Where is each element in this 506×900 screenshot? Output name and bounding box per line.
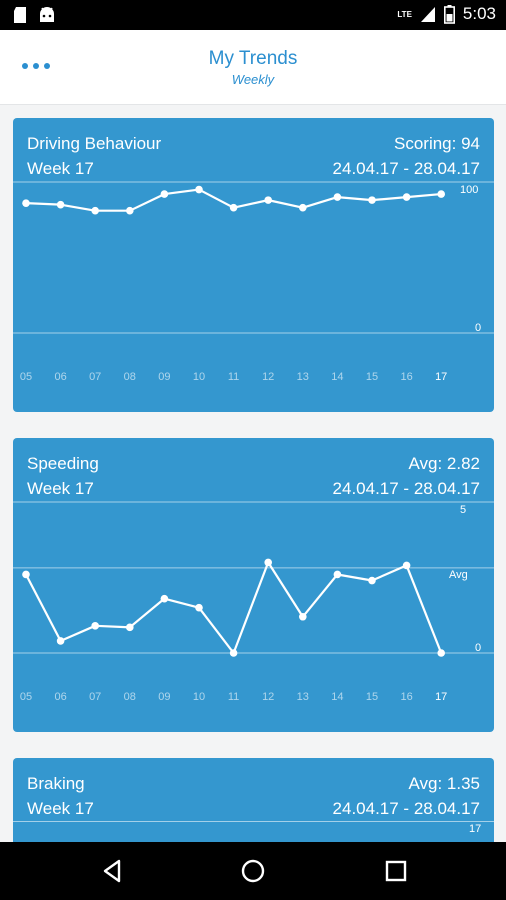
card-title: Driving Behaviour (27, 134, 162, 153)
x-axis-tick-label: 08 (124, 691, 136, 703)
data-point (402, 193, 411, 201)
card-week: Week 17 (27, 159, 94, 178)
data-point (229, 203, 238, 212)
x-axis-tick-label: 12 (262, 371, 274, 383)
y-axis-tick-label: 5 (460, 504, 466, 516)
status-bar: LTE 5:03 (0, 0, 506, 30)
x-axis-tick-label: 05 (20, 691, 32, 703)
x-axis-tick-label: 16 (400, 691, 412, 703)
data-point (437, 649, 446, 657)
menu-button[interactable] (22, 56, 58, 76)
x-axis-tick-label: 13 (297, 691, 309, 703)
data-point (126, 206, 134, 215)
data-point (299, 203, 307, 212)
data-point (56, 200, 65, 209)
recents-icon[interactable] (381, 856, 411, 886)
more-icon (22, 63, 28, 69)
x-axis-tick-label: 06 (54, 371, 66, 383)
data-point (195, 185, 203, 194)
x-axis-tick-label: 10 (193, 371, 205, 383)
data-point (333, 193, 342, 201)
data-point (126, 623, 134, 632)
data-point (333, 570, 342, 579)
data-point (368, 196, 376, 204)
x-axis-tick-label: 08 (124, 371, 136, 383)
data-point (195, 603, 203, 612)
y-axis-tick-label: 0 (475, 322, 481, 334)
card-week: Week 17 (27, 479, 94, 498)
x-axis-tick-label: 12 (262, 691, 274, 703)
data-point (22, 199, 30, 207)
x-axis-tick-label: 09 (158, 691, 170, 703)
data-point (264, 196, 272, 204)
x-axis-tick-label: 14 (331, 691, 343, 703)
data-point (22, 570, 30, 579)
sd-card-icon (14, 7, 26, 23)
android-icon (40, 7, 54, 22)
chart-top-gridline (13, 821, 494, 822)
x-axis-tick-label: 06 (54, 691, 66, 703)
x-axis-tick-label: 07 (89, 371, 101, 383)
x-axis-tick-label: 11 (228, 371, 239, 383)
battery-icon (443, 4, 455, 24)
clock: 5:03 (462, 4, 496, 23)
x-axis-tick-label: 10 (193, 691, 205, 703)
card-metric: Scoring: 94 (394, 134, 480, 153)
x-axis-tick-label: 15 (366, 691, 378, 703)
navigation-bar (0, 842, 506, 900)
card-title: Braking (27, 774, 85, 793)
average-label: Avg (449, 569, 468, 581)
card-metric: Avg: 1.35 (408, 774, 480, 793)
page-title: My Trends (208, 48, 298, 69)
x-axis-tick-label: 05 (20, 371, 32, 383)
data-point (91, 622, 99, 630)
card-week: Week 17 (27, 799, 94, 818)
speeding-card[interactable]: 5 Avg 0 05 06 07 08 09 10 11 12 13 14 15 16 17 Speeding… (13, 438, 494, 732)
card-metric: Avg: 2.82 (408, 454, 480, 473)
y-axis-tick-label: 0 (475, 642, 481, 654)
x-axis-tick-label: 14 (331, 371, 343, 383)
x-axis-tick-label: 09 (158, 371, 170, 383)
signal-icon (420, 7, 435, 22)
speeding-chart: 5 Avg 0 05 06 07 08 09 10 11 12 13 14 15 16 17 (13, 501, 494, 703)
x-axis-tick-label: 17 (435, 691, 447, 703)
back-icon[interactable] (97, 856, 127, 886)
x-axis-tick-label: 16 (400, 371, 412, 383)
data-point (402, 561, 411, 570)
data-point (437, 190, 446, 198)
home-icon[interactable] (238, 856, 268, 886)
y-axis-tick-label: 17 (469, 823, 482, 835)
page-subtitle: Weekly (231, 72, 275, 87)
data-point (160, 594, 169, 603)
data-point (160, 190, 169, 198)
x-axis-tick-label: 13 (297, 371, 309, 383)
driving-behaviour-card[interactable]: 100 0 05 06 07 08 09 10 11 12 13 14 15 16 17 Driving B… (13, 118, 494, 412)
driving-behaviour-chart: 100 0 05 06 07 08 09 10 11 12 13 14 15 16 17 (13, 181, 494, 383)
card-date-range: 24.04.17 - 28.04.17 (332, 799, 480, 818)
data-point (299, 612, 307, 621)
data-point (368, 576, 376, 585)
x-axis-tick-label: 11 (228, 691, 239, 703)
data-point (56, 637, 65, 645)
series-line (25, 561, 443, 655)
card-title: Speeding (27, 454, 99, 473)
data-point (91, 206, 99, 215)
x-axis-tick-label: 17 (435, 371, 447, 383)
network-type-label: LTE (397, 9, 412, 19)
y-axis-tick-label: 100 (460, 184, 478, 196)
data-point (264, 558, 272, 567)
x-axis-tick-label: 15 (366, 371, 378, 383)
card-date-range: 24.04.17 - 28.04.17 (332, 159, 480, 178)
data-point (229, 649, 238, 657)
x-axis-tick-label: 07 (89, 691, 101, 703)
card-date-range: 24.04.17 - 28.04.17 (332, 479, 480, 498)
app-header: My Trends Weekly (0, 30, 506, 105)
